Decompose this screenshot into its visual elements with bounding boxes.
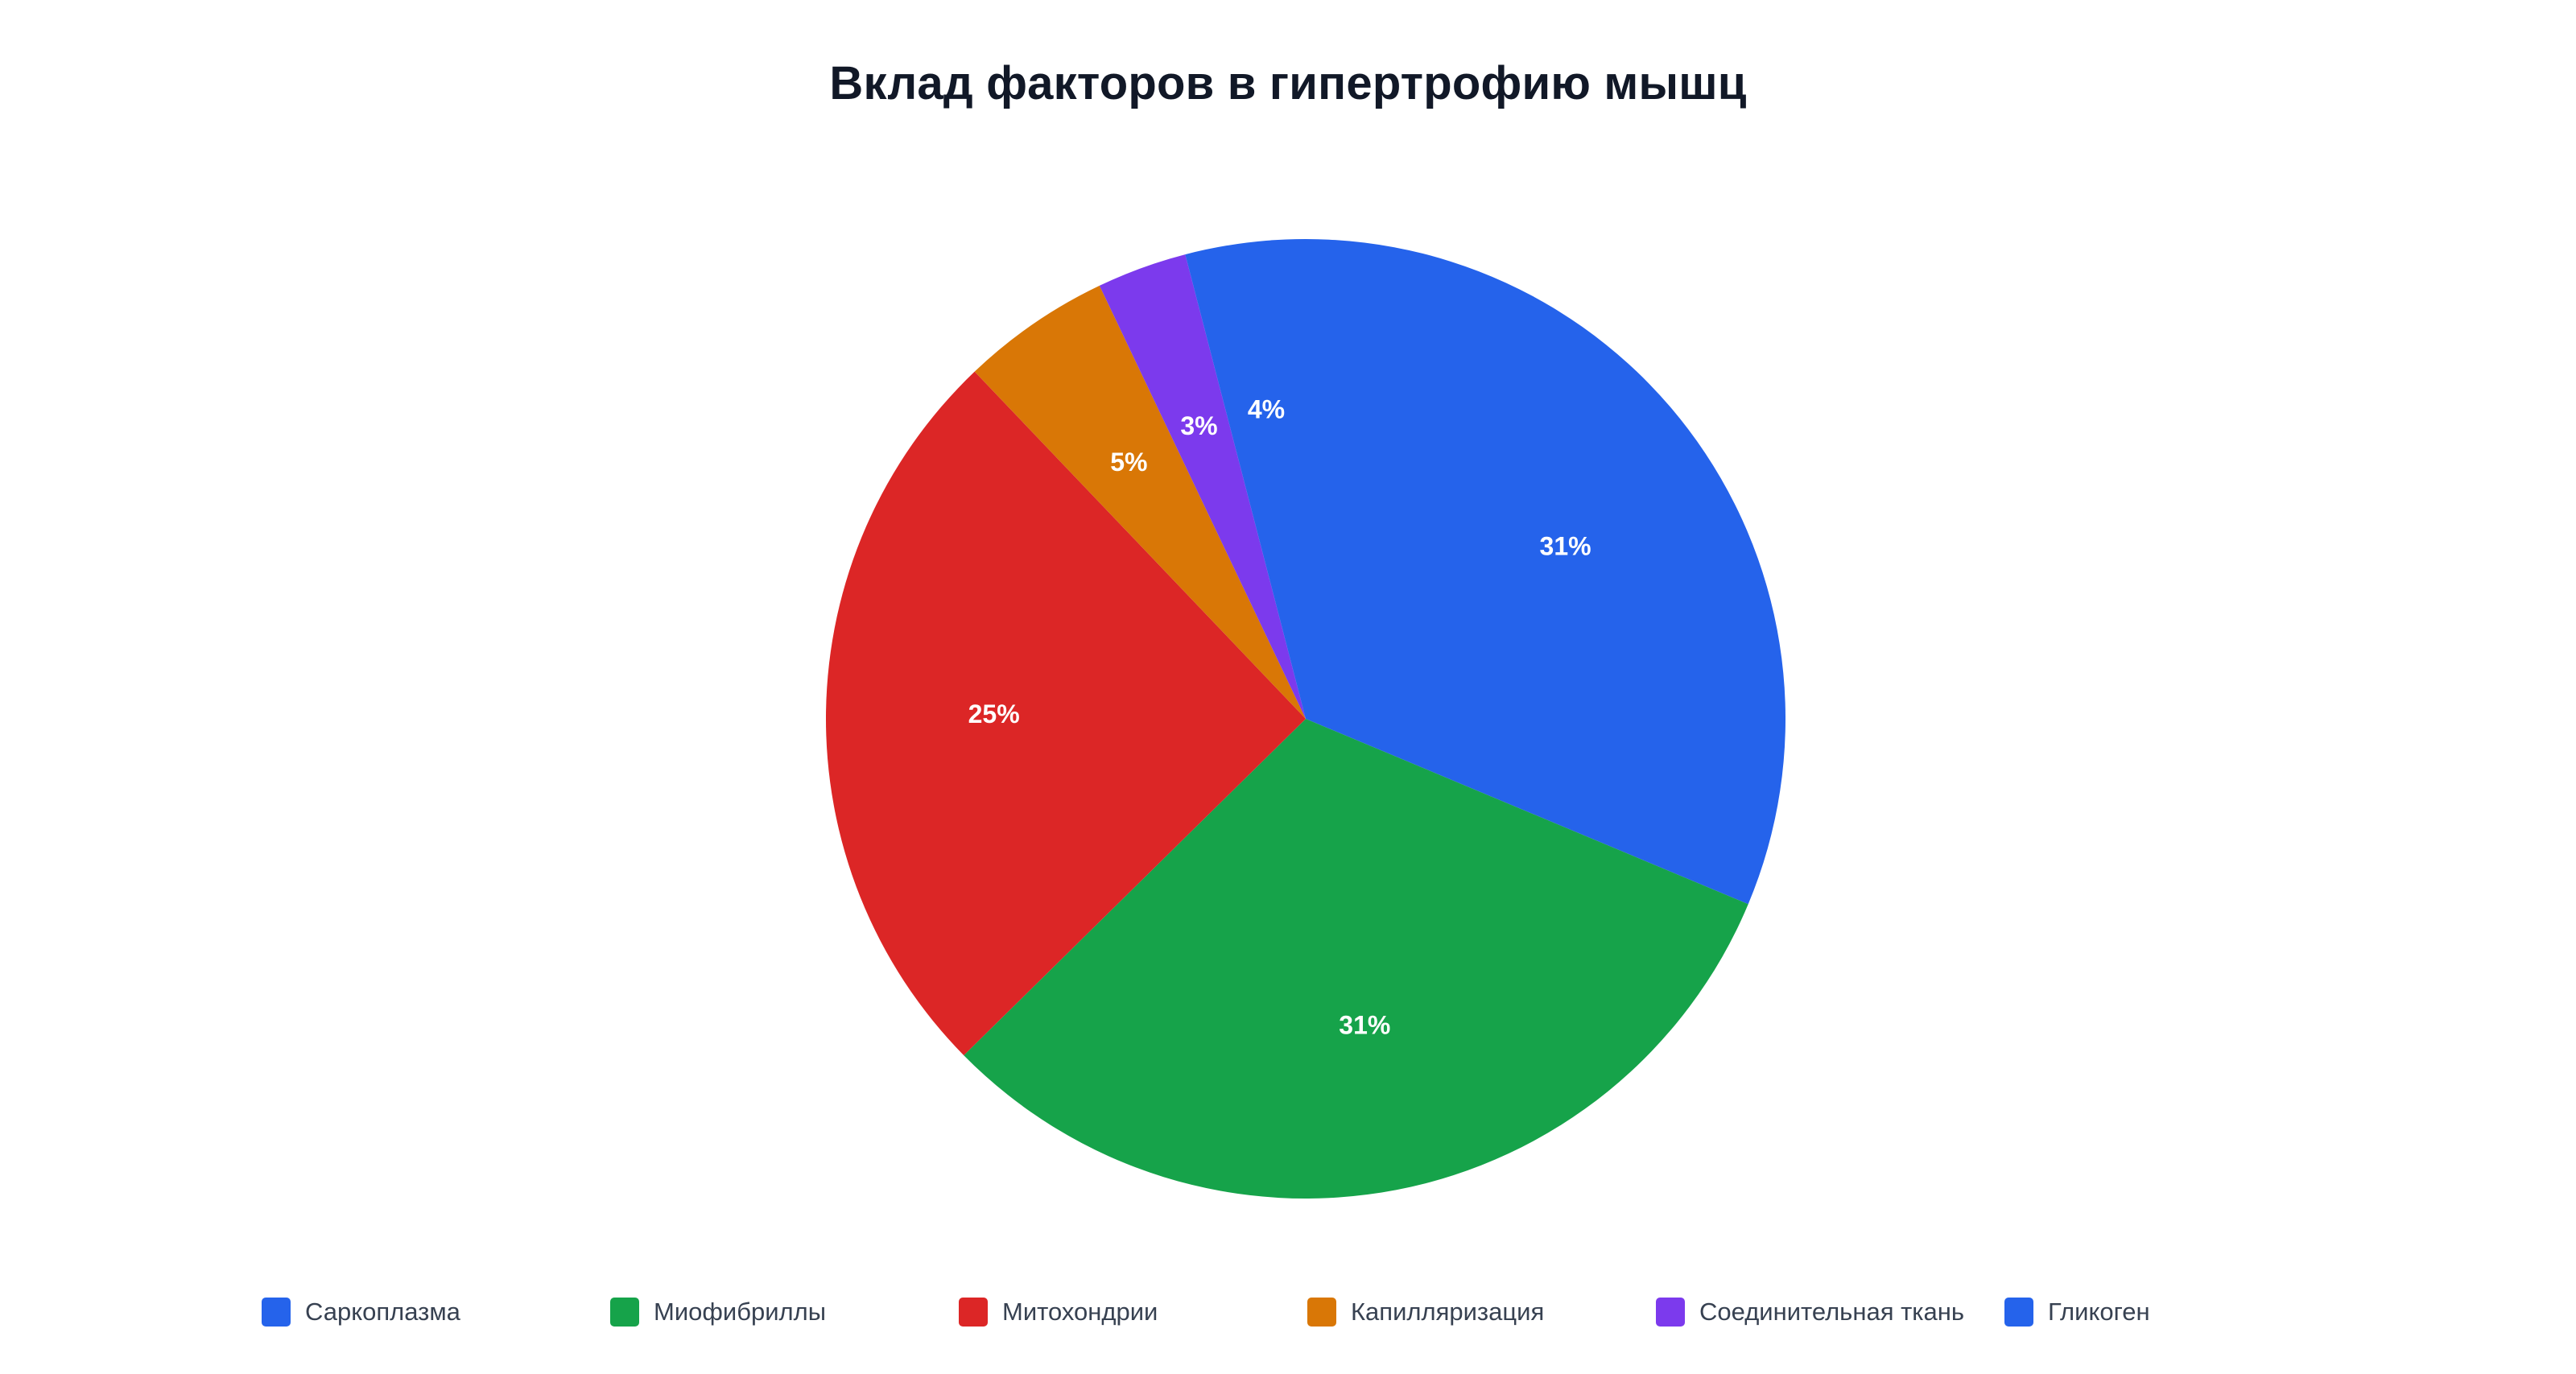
legend-label: Капилляризация [1351,1298,1545,1326]
pie-slice [1306,239,1785,905]
slice-data-label: 4% [1248,395,1285,424]
pie-slice [1099,254,1306,720]
slice-data-label: 31% [1339,1010,1390,1039]
legend-swatch [1307,1298,1336,1327]
pie-slice [825,371,1306,1056]
slice-data-label: 5% [1110,448,1147,477]
legend-swatch [262,1298,291,1327]
legend-item[interactable]: Соединительная ткань [1656,1288,1964,1336]
slice-data-label: 3% [1180,411,1217,440]
legend-label: Соединительная ткань [1699,1298,1965,1326]
slice-data-label: 25% [968,699,1020,728]
slice-data-label: 31% [1540,531,1591,560]
legend-item[interactable]: Гликоген [2004,1288,2150,1336]
legend-label: Митохондрии [1002,1298,1158,1326]
legend-swatch [1656,1298,1685,1327]
legend-swatch [959,1298,988,1327]
legend-item[interactable]: Миофибриллы [610,1288,826,1336]
pie-slice [964,719,1748,1199]
legend-swatch [610,1298,639,1327]
chart-title: Вклад факторов в гипертрофию мышц [829,57,1747,109]
legend-label: Миофибриллы [654,1298,826,1326]
chart-legend: Саркоплазма Миофибриллы Митохондрии Капилля… [0,1288,2576,1336]
legend-swatch [2004,1298,2033,1327]
legend-item[interactable]: Саркоплазма [262,1288,460,1336]
pie-slice [974,285,1306,719]
legend-label: Гликоген [2048,1298,2150,1326]
legend-item[interactable]: Митохондрии [959,1288,1158,1336]
pie-slice [1185,239,1306,719]
legend-item[interactable]: Капилляризация [1307,1288,1544,1336]
legend-label: Саркоплазма [305,1298,460,1326]
